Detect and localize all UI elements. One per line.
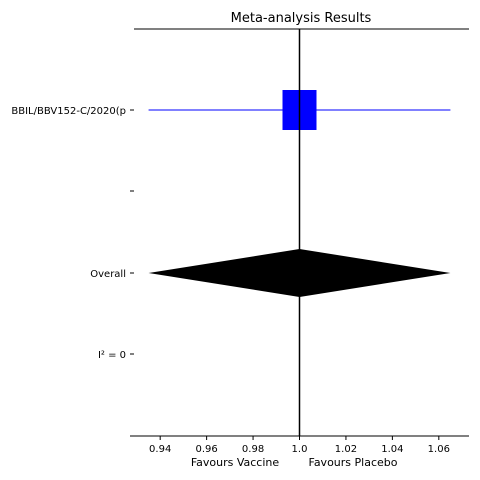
x-tick-label-4: 1.02 [335, 444, 357, 455]
x-tick-label-2: 0.98 [242, 444, 264, 455]
x-tick-label-1: 0.96 [195, 444, 217, 455]
x-axis-label-favours-placebo: Favours Placebo [309, 456, 398, 469]
x-tick-label-6: 1.06 [428, 444, 450, 455]
x-tick-label-3: 1.0 [292, 444, 308, 455]
x-axis-label-favours-vaccine: Favours Vaccine [191, 456, 280, 469]
chart-title: Meta-analysis Results [231, 11, 372, 26]
plot-area: 0.94 0.96 0.98 1.0 1.02 1.04 1.06 BBIL/BBV152-C… [11, 28, 469, 455]
x-tick-label-0: 0.94 [149, 444, 171, 455]
row-label-0: BBIL/BBV152-C/2020(p [11, 106, 126, 117]
row-label-3: I² = 0 [98, 350, 126, 361]
row-label-2: Overall [90, 269, 126, 280]
x-tick-label-5: 1.04 [381, 444, 403, 455]
